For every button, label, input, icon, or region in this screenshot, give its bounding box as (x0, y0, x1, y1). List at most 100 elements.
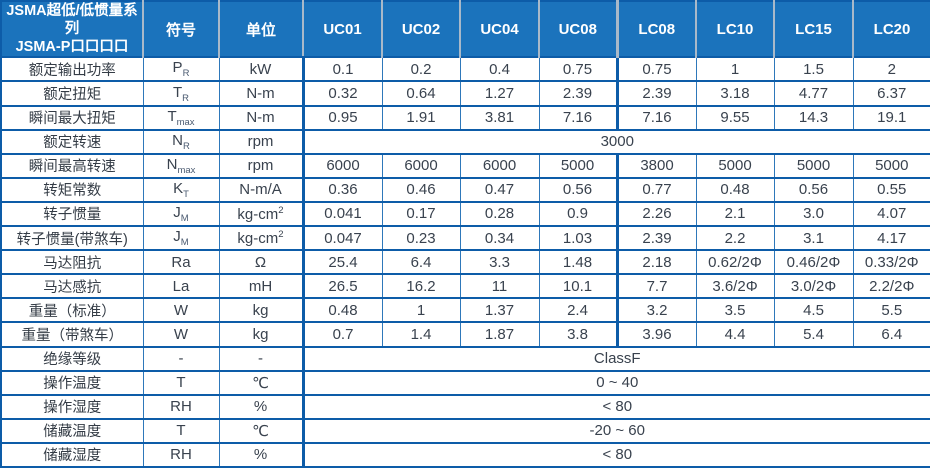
spec-label: 转子惯量(带煞车) (1, 225, 143, 251)
spec-value: 2.39 (538, 80, 617, 106)
spec-value: 0.56 (538, 176, 617, 202)
column-header-model-lc20: LC20 (852, 1, 930, 58)
spec-unit: kg-cm2 (218, 225, 303, 251)
spec-value: 2.2 (695, 225, 774, 251)
spec-symbol: KT (142, 176, 219, 202)
spec-value: 1 (695, 56, 774, 82)
column-header-model-lc15: LC15 (773, 1, 853, 58)
spec-value: 0.55 (852, 176, 930, 202)
column-header-model-lc10: LC10 (695, 1, 774, 58)
spec-symbol: T (142, 417, 219, 443)
spec-value: 1.37 (459, 297, 539, 323)
series-title-line1: JSMA超低/低惯量系列 (6, 3, 138, 38)
spec-value: 26.5 (301, 273, 382, 299)
spec-value: 0.64 (381, 80, 460, 106)
spec-label: 额定转速 (1, 128, 143, 154)
spec-value: 0.75 (615, 56, 696, 82)
spec-value: 5000 (695, 152, 774, 178)
spec-table-body: 额定输出功率 PR kW 0.1 0.2 0.4 0.75 0.75 1 1.5 2 额定扭矩 TR N-… (1, 56, 930, 467)
table-row: 额定输出功率 PR kW 0.1 0.2 0.4 0.75 0.75 1 1.5 2 (1, 56, 930, 82)
table-row: 储藏温度 T ℃ -20 ~ 60 (1, 417, 930, 443)
spec-value: 6.4 (852, 321, 930, 347)
spec-value: 0.36 (301, 176, 382, 202)
spec-value: 1 (381, 297, 460, 323)
spec-value: 7.16 (615, 104, 696, 130)
spec-value: 2.4 (538, 297, 617, 323)
spec-symbol: PR (142, 56, 219, 82)
spec-symbol: RH (142, 441, 219, 467)
spec-value: 3.81 (459, 104, 539, 130)
spec-value-merged: 0 ~ 40 (301, 369, 930, 395)
spec-value: 9.55 (695, 104, 774, 130)
spec-value: 6000 (459, 152, 539, 178)
spec-label: 马达感抗 (1, 273, 143, 299)
spec-value: 3.0/2Φ (773, 273, 853, 299)
spec-label: 操作温度 (1, 369, 143, 395)
spec-label: 绝缘等级 (1, 345, 143, 371)
spec-value: 2.18 (615, 249, 696, 275)
spec-value: 1.91 (381, 104, 460, 130)
spec-unit: N-m (218, 80, 303, 106)
spec-unit: rpm (218, 128, 303, 154)
spec-unit: Ω (218, 249, 303, 275)
spec-value: 11 (459, 273, 539, 299)
spec-value: 4.07 (852, 200, 930, 227)
spec-label: 储藏温度 (1, 417, 143, 443)
spec-symbol: NR (142, 128, 219, 154)
spec-value: 0.7 (301, 321, 382, 347)
spec-unit: ℃ (218, 417, 303, 443)
spec-value: 0.047 (301, 225, 382, 251)
spec-value: 3.1 (773, 225, 853, 251)
spec-label: 额定扭矩 (1, 80, 143, 106)
spec-symbol: Nmax (142, 152, 219, 178)
spec-value: 4.5 (773, 297, 853, 323)
spec-value: 1.4 (381, 321, 460, 347)
spec-unit: kg (218, 297, 303, 323)
spec-label: 转矩常数 (1, 176, 143, 202)
spec-value: 6000 (381, 152, 460, 178)
column-header-symbol: 符号 (142, 1, 219, 58)
spec-value: 7.7 (615, 273, 696, 299)
column-header-model-uc08: UC08 (538, 1, 617, 58)
spec-value: 16.2 (381, 273, 460, 299)
spec-unit: mH (218, 273, 303, 299)
spec-value-merged: < 80 (301, 441, 930, 467)
spec-value: 2.39 (615, 80, 696, 106)
table-row: 储藏湿度 RH% < 80 (1, 441, 930, 467)
spec-value: 0.48 (695, 176, 774, 202)
table-row: 额定扭矩 TR N-m 0.32 0.64 1.27 2.39 2.39 3.18 4.77 6.3… (1, 80, 930, 106)
spec-value: 0.28 (459, 200, 539, 227)
spec-label: 马达阻抗 (1, 249, 143, 275)
spec-value: 5.5 (852, 297, 930, 323)
spec-label: 重量（标准） (1, 297, 143, 323)
spec-symbol: JM (142, 200, 219, 227)
spec-value-merged: < 80 (301, 393, 930, 419)
spec-value: 0.48 (301, 297, 382, 323)
spec-value: 2.1 (695, 200, 774, 227)
spec-value: 0.2 (381, 56, 460, 82)
spec-value: 2.2/2Φ (852, 273, 930, 299)
column-header-model-lc08: LC08 (615, 1, 696, 58)
table-row: 转子惯量(带煞车) JM kg-cm2 0.047 0.23 0.34 1.03 2.39 2.… (1, 225, 930, 251)
spec-value: 3.2 (615, 297, 696, 323)
spec-symbol: W (142, 297, 219, 323)
spec-unit: kW (218, 56, 303, 82)
spec-value: 0.1 (301, 56, 382, 82)
spec-value: 0.9 (538, 200, 617, 227)
spec-unit: ℃ (218, 369, 303, 395)
table-row: 转矩常数 KT N-m/A 0.36 0.46 0.47 0.56 0.77 0.48 0.56 0… (1, 176, 930, 202)
spec-unit: N-m (218, 104, 303, 130)
spec-value: 4.17 (852, 225, 930, 251)
spec-label: 额定输出功率 (1, 56, 143, 82)
spec-value: 1.27 (459, 80, 539, 106)
spec-value-merged: -20 ~ 60 (301, 417, 930, 443)
spec-value: 3800 (615, 152, 696, 178)
spec-value: 1.48 (538, 249, 617, 275)
column-header-unit: 单位 (218, 1, 303, 58)
spec-value: 5000 (538, 152, 617, 178)
spec-value: 0.23 (381, 225, 460, 251)
spec-label: 转子惯量 (1, 200, 143, 227)
spec-value: 0.4 (459, 56, 539, 82)
spec-value: 2 (852, 56, 930, 82)
